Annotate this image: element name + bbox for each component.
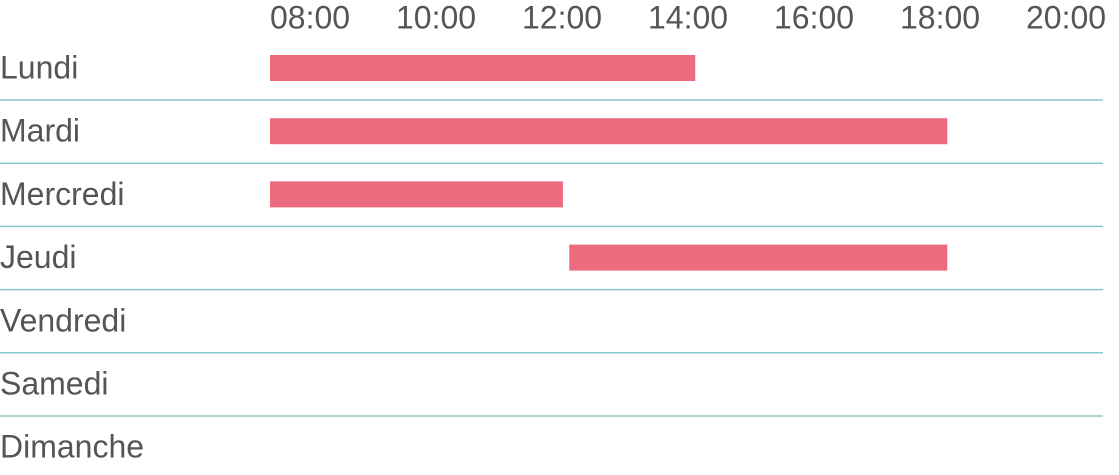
bar (270, 181, 563, 208)
row-label: Lundi (0, 49, 78, 85)
x-tick-label: 10:00 (396, 0, 476, 35)
bar (270, 55, 696, 81)
x-tick-label: 08:00 (270, 0, 350, 35)
row-label: Mardi (0, 113, 80, 149)
bar (569, 244, 948, 271)
row-label: Samedi (0, 365, 109, 401)
bar (270, 118, 948, 145)
x-tick-label: 16:00 (774, 0, 854, 35)
row-label: Mercredi (0, 176, 124, 212)
x-tick-label: 12:00 (522, 0, 602, 35)
x-tick-label: 18:00 (900, 0, 980, 35)
row-label: Vendredi (0, 302, 126, 338)
x-tick-label: 14:00 (648, 0, 728, 35)
row-label: Dimanche (0, 429, 144, 465)
row-label: Jeudi (0, 239, 77, 275)
x-tick-label: 20:00 (1026, 0, 1106, 35)
